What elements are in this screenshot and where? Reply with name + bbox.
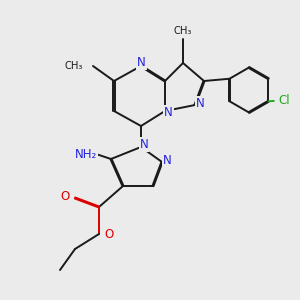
Text: N: N [163, 154, 172, 167]
Text: CH₃: CH₃ [64, 61, 83, 71]
Text: N: N [196, 97, 205, 110]
Text: N: N [140, 138, 148, 151]
Text: O: O [104, 228, 114, 241]
Text: N: N [137, 56, 146, 69]
Text: O: O [60, 190, 70, 203]
Text: Cl: Cl [278, 94, 290, 107]
Text: CH₃: CH₃ [174, 26, 192, 37]
Text: N: N [164, 106, 173, 119]
Text: NH₂: NH₂ [74, 148, 97, 161]
